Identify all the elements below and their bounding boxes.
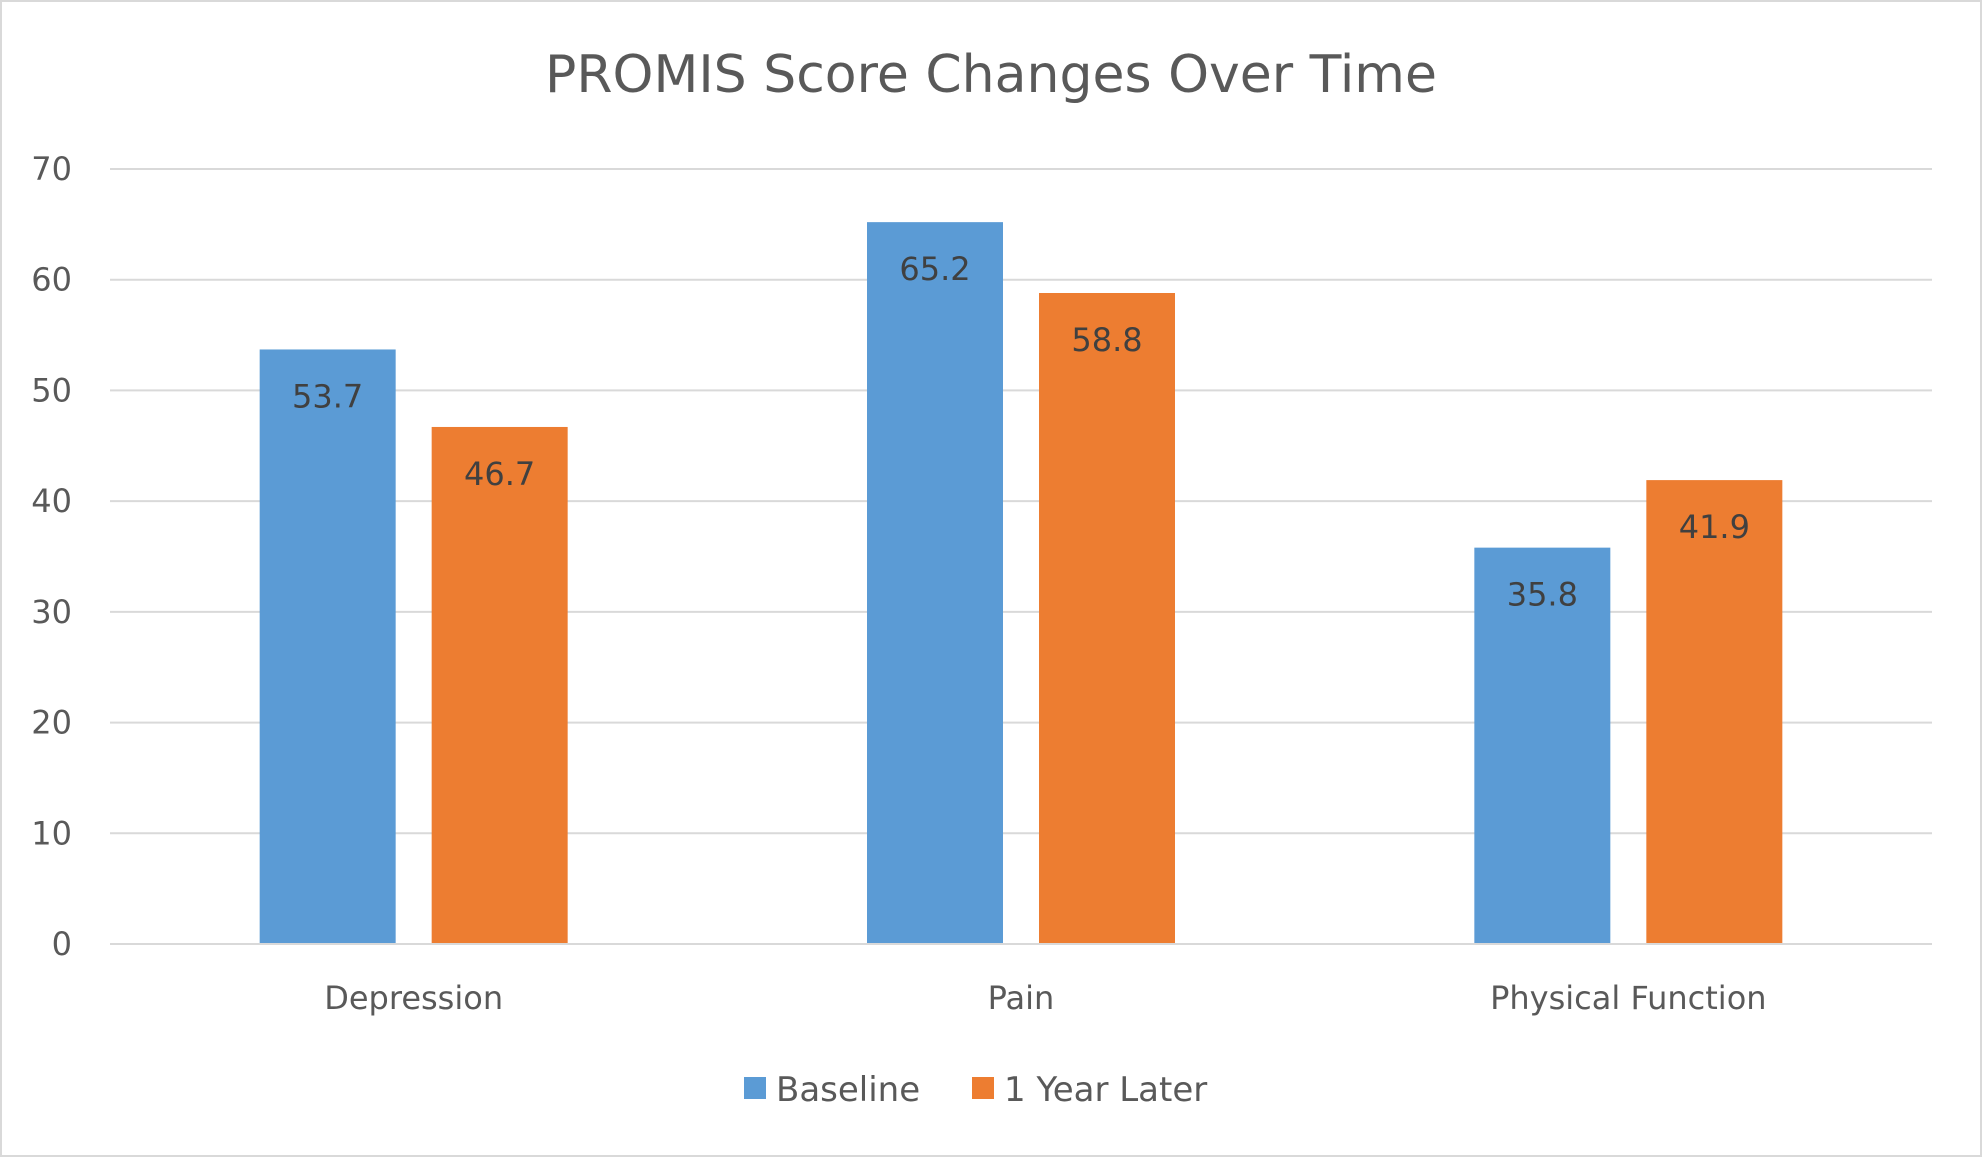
y-tick-label: 10 [31, 814, 72, 852]
legend: Baseline 1 Year Later [744, 1070, 1207, 1110]
legend-label: Baseline [776, 1070, 920, 1110]
y-tick-label: 60 [31, 261, 72, 299]
y-tick-label: 30 [31, 593, 72, 631]
y-axis-ticks: 0 10 20 30 40 50 60 70 [31, 150, 72, 963]
y-tick-label: 70 [31, 150, 72, 188]
category-label: Depression [324, 979, 503, 1017]
data-labels: 53.7 46.7 65.2 58.8 35.8 41.9 [292, 250, 1750, 614]
category-label: Pain [988, 979, 1055, 1017]
bar-physical-function-baseline [1474, 547, 1611, 944]
data-label: 41.9 [1679, 508, 1750, 546]
chart-title: PROMIS Score Changes Over Time [545, 45, 1437, 105]
bar-depression-1-year-later [431, 426, 568, 944]
x-axis-categories: Depression Pain Physical Function [324, 979, 1766, 1017]
data-label: 46.7 [464, 455, 535, 493]
data-label: 65.2 [899, 250, 970, 288]
category-label: Physical Function [1490, 979, 1766, 1017]
bar-depression-baseline [259, 349, 396, 944]
bar-physical-function-1-year-later [1646, 480, 1783, 944]
data-label: 53.7 [292, 377, 363, 415]
legend-label: 1 Year Later [1004, 1070, 1207, 1110]
bar-pain-baseline [867, 222, 1003, 945]
y-tick-label: 40 [31, 482, 72, 520]
y-tick-label: 0 [52, 925, 72, 963]
y-tick-label: 20 [31, 704, 72, 742]
legend-swatch-baseline [744, 1077, 766, 1099]
bars [110, 222, 1932, 945]
y-tick-label: 50 [31, 371, 72, 409]
data-label: 58.8 [1071, 321, 1142, 359]
legend-swatch-1-year-later [972, 1077, 994, 1099]
bar-pain-1-year-later [1039, 293, 1175, 944]
data-label: 35.8 [1507, 576, 1578, 614]
